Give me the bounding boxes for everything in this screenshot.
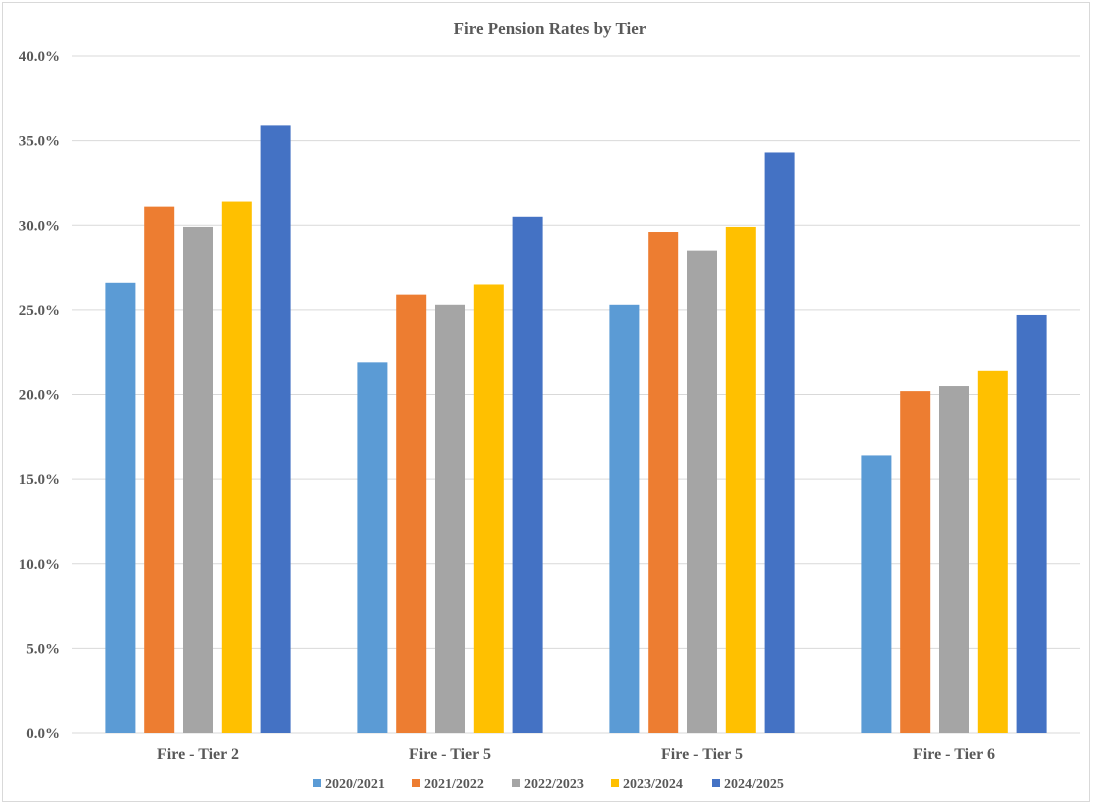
- x-category-label: Fire - Tier 5: [661, 746, 743, 763]
- legend-label: 2022/2023: [524, 777, 584, 792]
- bar: [687, 250, 717, 733]
- y-tick-label: 15.0%: [19, 472, 60, 488]
- y-tick-label: 40.0%: [19, 49, 60, 65]
- y-tick-label: 10.0%: [19, 557, 60, 573]
- y-tick-label: 20.0%: [19, 388, 60, 404]
- legend-swatch: [412, 779, 420, 787]
- bar: [725, 226, 756, 733]
- legend-label: 2024/2025: [724, 777, 784, 792]
- bar: [861, 455, 892, 733]
- x-category-label: Fire - Tier 2: [157, 746, 239, 763]
- bar: [609, 304, 640, 733]
- legend-swatch: [512, 779, 520, 787]
- bar: [357, 362, 388, 733]
- legend-label: 2021/2022: [424, 777, 484, 792]
- bar: [396, 294, 427, 733]
- legend-swatch: [712, 779, 720, 787]
- bar: [144, 206, 175, 733]
- bar: [221, 201, 252, 733]
- bar: [648, 232, 679, 733]
- y-tick-label: 5.0%: [26, 641, 60, 657]
- x-category-label: Fire - Tier 6: [913, 746, 995, 763]
- legend-swatch: [313, 779, 321, 787]
- chart-title: Fire Pension Rates by Tier: [454, 19, 647, 38]
- bar: [1016, 314, 1047, 733]
- x-axis-categories: Fire - Tier 2 Fire - Tier 5 Fire - Tier 5 F…: [157, 746, 995, 763]
- bars: [105, 125, 1047, 734]
- bar: [512, 216, 543, 734]
- bar: [764, 152, 795, 733]
- legend: 2020/2021 2021/2022 2022/2023 2023/2024 2024…: [313, 777, 784, 792]
- legend-label: 2023/2024: [623, 777, 683, 792]
- bar: [473, 284, 504, 733]
- legend-label: 2020/2021: [325, 777, 385, 792]
- bar: [977, 370, 1008, 733]
- bar: [939, 386, 969, 733]
- y-tick-label: 30.0%: [19, 218, 60, 234]
- bar: [435, 304, 465, 733]
- y-axis-ticks: 0.0% 5.0% 10.0% 15.0% 20.0% 25.0% 30.0% 35.0% 40…: [19, 49, 60, 742]
- bar: [900, 391, 931, 733]
- y-tick-label: 35.0%: [19, 134, 60, 150]
- x-category-label: Fire - Tier 5: [409, 746, 491, 763]
- y-tick-label: 0.0%: [26, 726, 60, 742]
- y-tick-label: 25.0%: [19, 303, 60, 319]
- legend-swatch: [611, 779, 619, 787]
- bar: [105, 282, 136, 733]
- bar: [260, 125, 291, 733]
- bar: [183, 226, 213, 733]
